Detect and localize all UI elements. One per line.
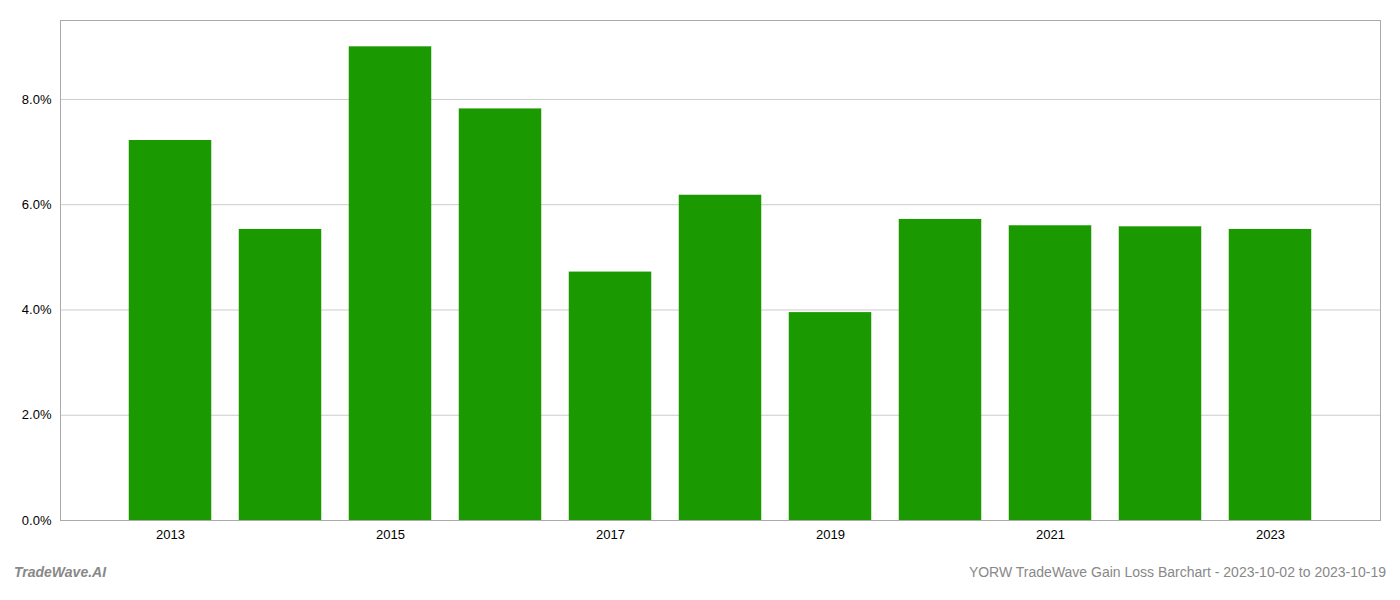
html-text:YORW TradeWave Gain Loss Barch: YORW TradeWave Gain Loss Barchart - 2023… (968, 564, 1386, 580)
svg-text:2023: 2023 (1256, 527, 1285, 542)
svg-text:2017: 2017 (596, 527, 625, 542)
svg-text:6.0%: 6.0% (22, 197, 52, 212)
svg-text:2.0%: 2.0% (22, 407, 52, 422)
svg-text:2021: 2021 (1036, 527, 1065, 542)
svg-text:0.0%: 0.0% (22, 513, 52, 528)
svg-text:2019: 2019 (816, 527, 845, 542)
html-text:TradeWave.AI: TradeWave.AI (14, 564, 107, 580)
svg-text:2015: 2015 (376, 527, 405, 542)
svg-text:8.0%: 8.0% (22, 92, 52, 107)
svg-text:2013: 2013 (156, 527, 185, 542)
svg-text:4.0%: 4.0% (22, 302, 52, 317)
